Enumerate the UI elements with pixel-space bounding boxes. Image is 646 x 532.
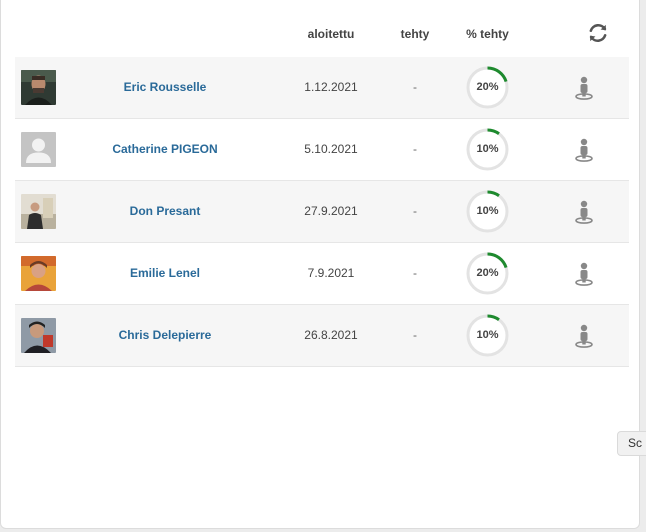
person-icon[interactable] bbox=[573, 324, 595, 348]
progress-percent: 10% bbox=[476, 143, 499, 155]
progress-ring: 10% bbox=[465, 313, 510, 358]
learner-name-link[interactable]: Chris Delepierre bbox=[118, 328, 212, 342]
side-tab-button[interactable]: Sc bbox=[617, 431, 646, 456]
avatar[interactable] bbox=[21, 318, 56, 353]
avatar[interactable] bbox=[21, 70, 56, 105]
started-date: 1.12.2021 bbox=[304, 80, 358, 94]
learner-list: Eric Rousselle 1.12.2021 - 20% bbox=[15, 57, 629, 367]
avatar[interactable] bbox=[21, 256, 56, 291]
learner-name-link[interactable]: Don Presant bbox=[129, 204, 201, 218]
person-icon[interactable] bbox=[573, 138, 595, 162]
table-row: Catherine PIGEON 5.10.2021 - 10% bbox=[15, 119, 629, 181]
avatar[interactable] bbox=[21, 132, 56, 167]
refresh-icon[interactable] bbox=[587, 22, 609, 44]
started-date: 26.8.2021 bbox=[304, 328, 358, 342]
started-date: 7.9.2021 bbox=[307, 266, 355, 280]
table-header: aloitettu tehty % tehty bbox=[15, 0, 629, 58]
learner-name-link[interactable]: Emilie Lenel bbox=[129, 266, 201, 280]
column-header-percent-done[interactable]: % tehty bbox=[466, 27, 509, 41]
table-row: Chris Delepierre 26.8.2021 - 10% bbox=[15, 305, 629, 367]
learner-name-link[interactable]: Eric Rousselle bbox=[123, 80, 207, 94]
progress-ring: 10% bbox=[465, 189, 510, 234]
person-icon[interactable] bbox=[573, 76, 595, 100]
progress-ring: 20% bbox=[465, 65, 510, 110]
column-header-done[interactable]: tehty bbox=[400, 27, 430, 41]
person-icon[interactable] bbox=[573, 200, 595, 224]
done-value: - bbox=[413, 266, 417, 280]
progress-percent: 10% bbox=[476, 205, 499, 217]
progress-percent: 10% bbox=[476, 329, 499, 341]
table-row: Don Presant 27.9.2021 - 10% bbox=[15, 181, 629, 243]
done-value: - bbox=[413, 80, 417, 94]
column-header-started[interactable]: aloitettu bbox=[307, 27, 355, 41]
done-value: - bbox=[413, 142, 417, 156]
progress-percent: 20% bbox=[476, 267, 499, 279]
done-value: - bbox=[413, 328, 417, 342]
person-icon[interactable] bbox=[573, 262, 595, 286]
progress-ring: 10% bbox=[465, 127, 510, 172]
table-row: Emilie Lenel 7.9.2021 - 20% bbox=[15, 243, 629, 305]
learner-name-link[interactable]: Catherine PIGEON bbox=[112, 142, 218, 156]
avatar[interactable] bbox=[21, 194, 56, 229]
table-row: Eric Rousselle 1.12.2021 - 20% bbox=[15, 57, 629, 119]
progress-percent: 20% bbox=[476, 81, 499, 93]
progress-ring: 20% bbox=[465, 251, 510, 296]
started-date: 5.10.2021 bbox=[304, 142, 358, 156]
started-date: 27.9.2021 bbox=[304, 204, 358, 218]
done-value: - bbox=[413, 204, 417, 218]
